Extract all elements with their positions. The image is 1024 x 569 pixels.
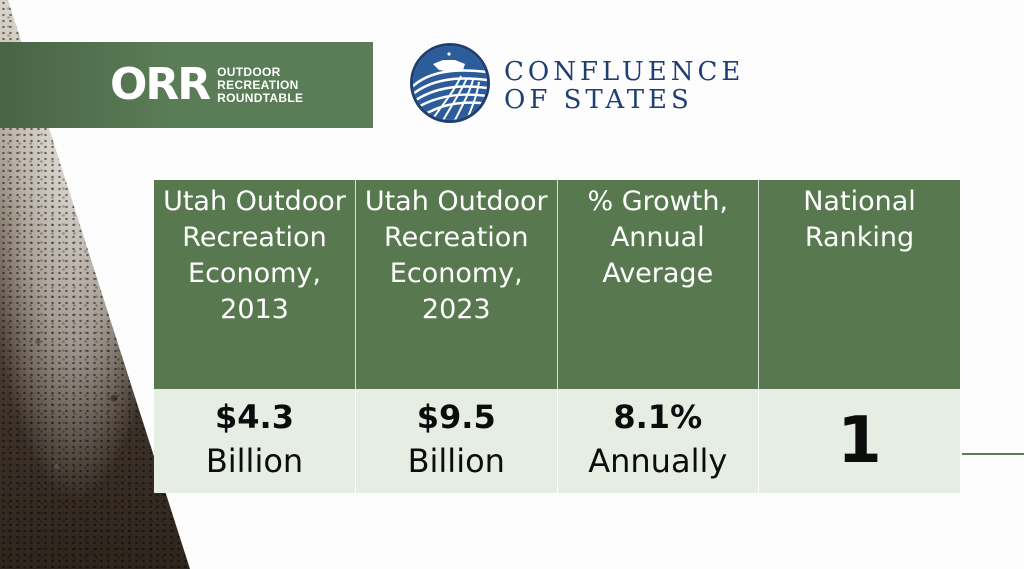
header-cell-ranking: National Ranking xyxy=(758,180,960,389)
header-text-2023: Utah Outdoor Recreation Economy, 2023 xyxy=(364,186,548,325)
value-amount-growth: 8.1% xyxy=(613,398,703,436)
orr-word-roundtable: ROUNDTABLE xyxy=(217,90,304,105)
value-cell-2013: $4.3 Billion xyxy=(154,389,356,493)
orr-logo-words: OUTDOOR RECREATION ROUNDTABLE xyxy=(217,64,304,105)
orr-banner xyxy=(0,42,373,128)
value-cell-ranking: 1 xyxy=(758,389,960,493)
value-unit-2013: Billion xyxy=(205,442,304,480)
confluence-line-2: OF STATES xyxy=(504,85,693,115)
header-text-growth: % Growth, Annual Average xyxy=(587,186,729,289)
header-text-ranking: National Ranking xyxy=(803,186,916,253)
value-amount-ranking: 1 xyxy=(837,404,882,478)
value-cell-2023: $9.5 Billion xyxy=(355,389,558,493)
value-amount-2013: $4.3 xyxy=(215,398,294,436)
value-unit-growth: Annually xyxy=(588,442,728,480)
table-row: $4.3 Billion $9.5 Billion 8.1% Annually … xyxy=(154,389,960,493)
header-cell-2023: Utah Outdoor Recreation Economy, 2023 xyxy=(355,180,558,389)
value-unit-2023: Billion xyxy=(407,442,505,480)
confluence-emblem-icon xyxy=(410,43,490,123)
accent-rule xyxy=(962,453,1024,455)
orr-word-outdoor: OUTDOOR xyxy=(217,64,281,79)
orr-word-recreation: RECREATION xyxy=(217,77,299,92)
header-cell-growth: % Growth, Annual Average xyxy=(557,180,759,389)
confluence-line-1: CONFLUENCE xyxy=(504,57,745,87)
stats-table: Utah Outdoor Recreation Economy, 2013 Ut… xyxy=(154,180,960,493)
confluence-wordmark: CONFLUENCE OF STATES xyxy=(504,58,744,114)
orr-logo-mark: ORR xyxy=(110,59,211,110)
header-cell-2013: Utah Outdoor Recreation Economy, 2013 xyxy=(154,180,356,389)
orr-logo: ORR OUTDOOR RECREATION ROUNDTABLE xyxy=(110,62,303,108)
value-cell-growth: 8.1% Annually xyxy=(557,389,759,493)
value-amount-2023: $9.5 xyxy=(416,398,496,436)
header-text-2013: Utah Outdoor Recreation Economy, 2013 xyxy=(163,186,346,325)
table-header-row: Utah Outdoor Recreation Economy, 2013 Ut… xyxy=(154,180,960,389)
